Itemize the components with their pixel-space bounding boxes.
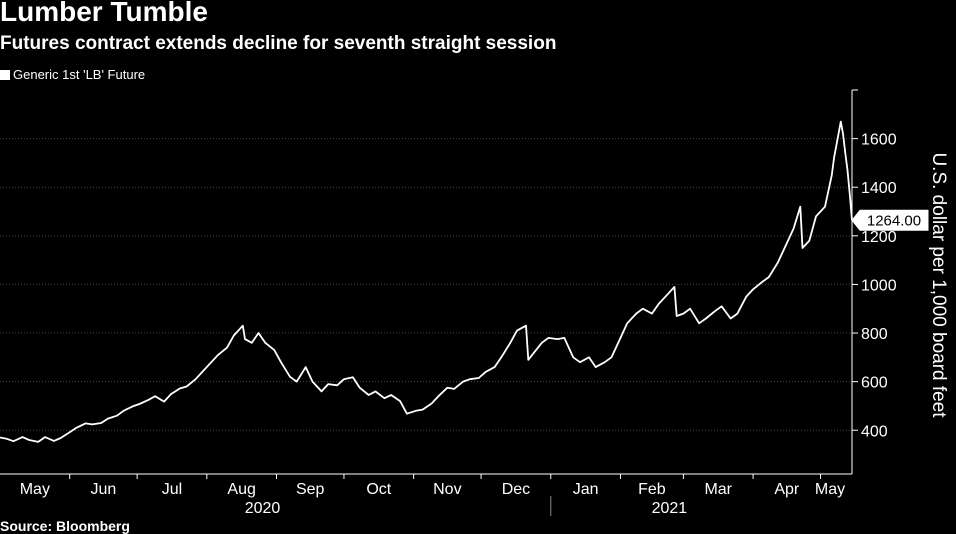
x-tick-label-2021-03-01: Mar bbox=[704, 481, 732, 498]
y-axis-labels: 400 600 800 1000 1200 1400 1600 bbox=[852, 132, 897, 441]
x-tick-label-2021-02-01: Feb bbox=[638, 481, 666, 498]
x-tick-label-2020-08-01: Aug bbox=[227, 481, 255, 498]
x-tick-label-2021-04-01: Apr bbox=[774, 481, 800, 498]
y-tick-label-400: 400 bbox=[861, 423, 888, 440]
y-tick-label-1400: 1400 bbox=[861, 180, 897, 197]
x-tick-label-2021-05-01: May bbox=[815, 481, 845, 498]
x-tick-label-2021-01-01: Jan bbox=[573, 481, 599, 498]
year-label-2021: 2021 bbox=[652, 500, 688, 517]
x-tick-label-2020-07-01: Jul bbox=[162, 481, 182, 498]
last-value-annotation: 1264.00 bbox=[852, 210, 928, 230]
x-tick-label-2020-12-01: Dec bbox=[502, 481, 530, 498]
grid-lines bbox=[0, 139, 852, 431]
series-group bbox=[0, 122, 852, 442]
x-tick-label-2020-10-01: Oct bbox=[366, 481, 391, 498]
x-tick-label-2020-09-01: Sep bbox=[296, 481, 325, 498]
y-tick-label-1000: 1000 bbox=[861, 277, 897, 294]
x-tick-label-2020-11-01: Nov bbox=[433, 481, 461, 498]
y-tick-label-800: 800 bbox=[861, 326, 888, 343]
source-note: Source: Bloomberg bbox=[0, 518, 130, 534]
x-tick-label-2020-06-01: Jun bbox=[91, 481, 117, 498]
x-axis-labels: May Jun Jul Aug Sep Oct Nov Dec Jan Feb Mar Apr May 2… bbox=[20, 474, 845, 517]
series-line-0 bbox=[0, 122, 852, 442]
last-value-label: 1264.00 bbox=[867, 212, 921, 229]
y-tick-label-1200: 1200 bbox=[861, 229, 897, 246]
y-tick-label-1600: 1600 bbox=[861, 132, 897, 149]
y-axis-title: U.S. dollar per 1,000 board feet bbox=[928, 152, 949, 418]
axes bbox=[0, 90, 858, 474]
x-tick-label-2020-05-01: May bbox=[20, 481, 50, 498]
year-label-2020: 2020 bbox=[245, 500, 281, 517]
y-tick-label-600: 600 bbox=[861, 375, 888, 392]
